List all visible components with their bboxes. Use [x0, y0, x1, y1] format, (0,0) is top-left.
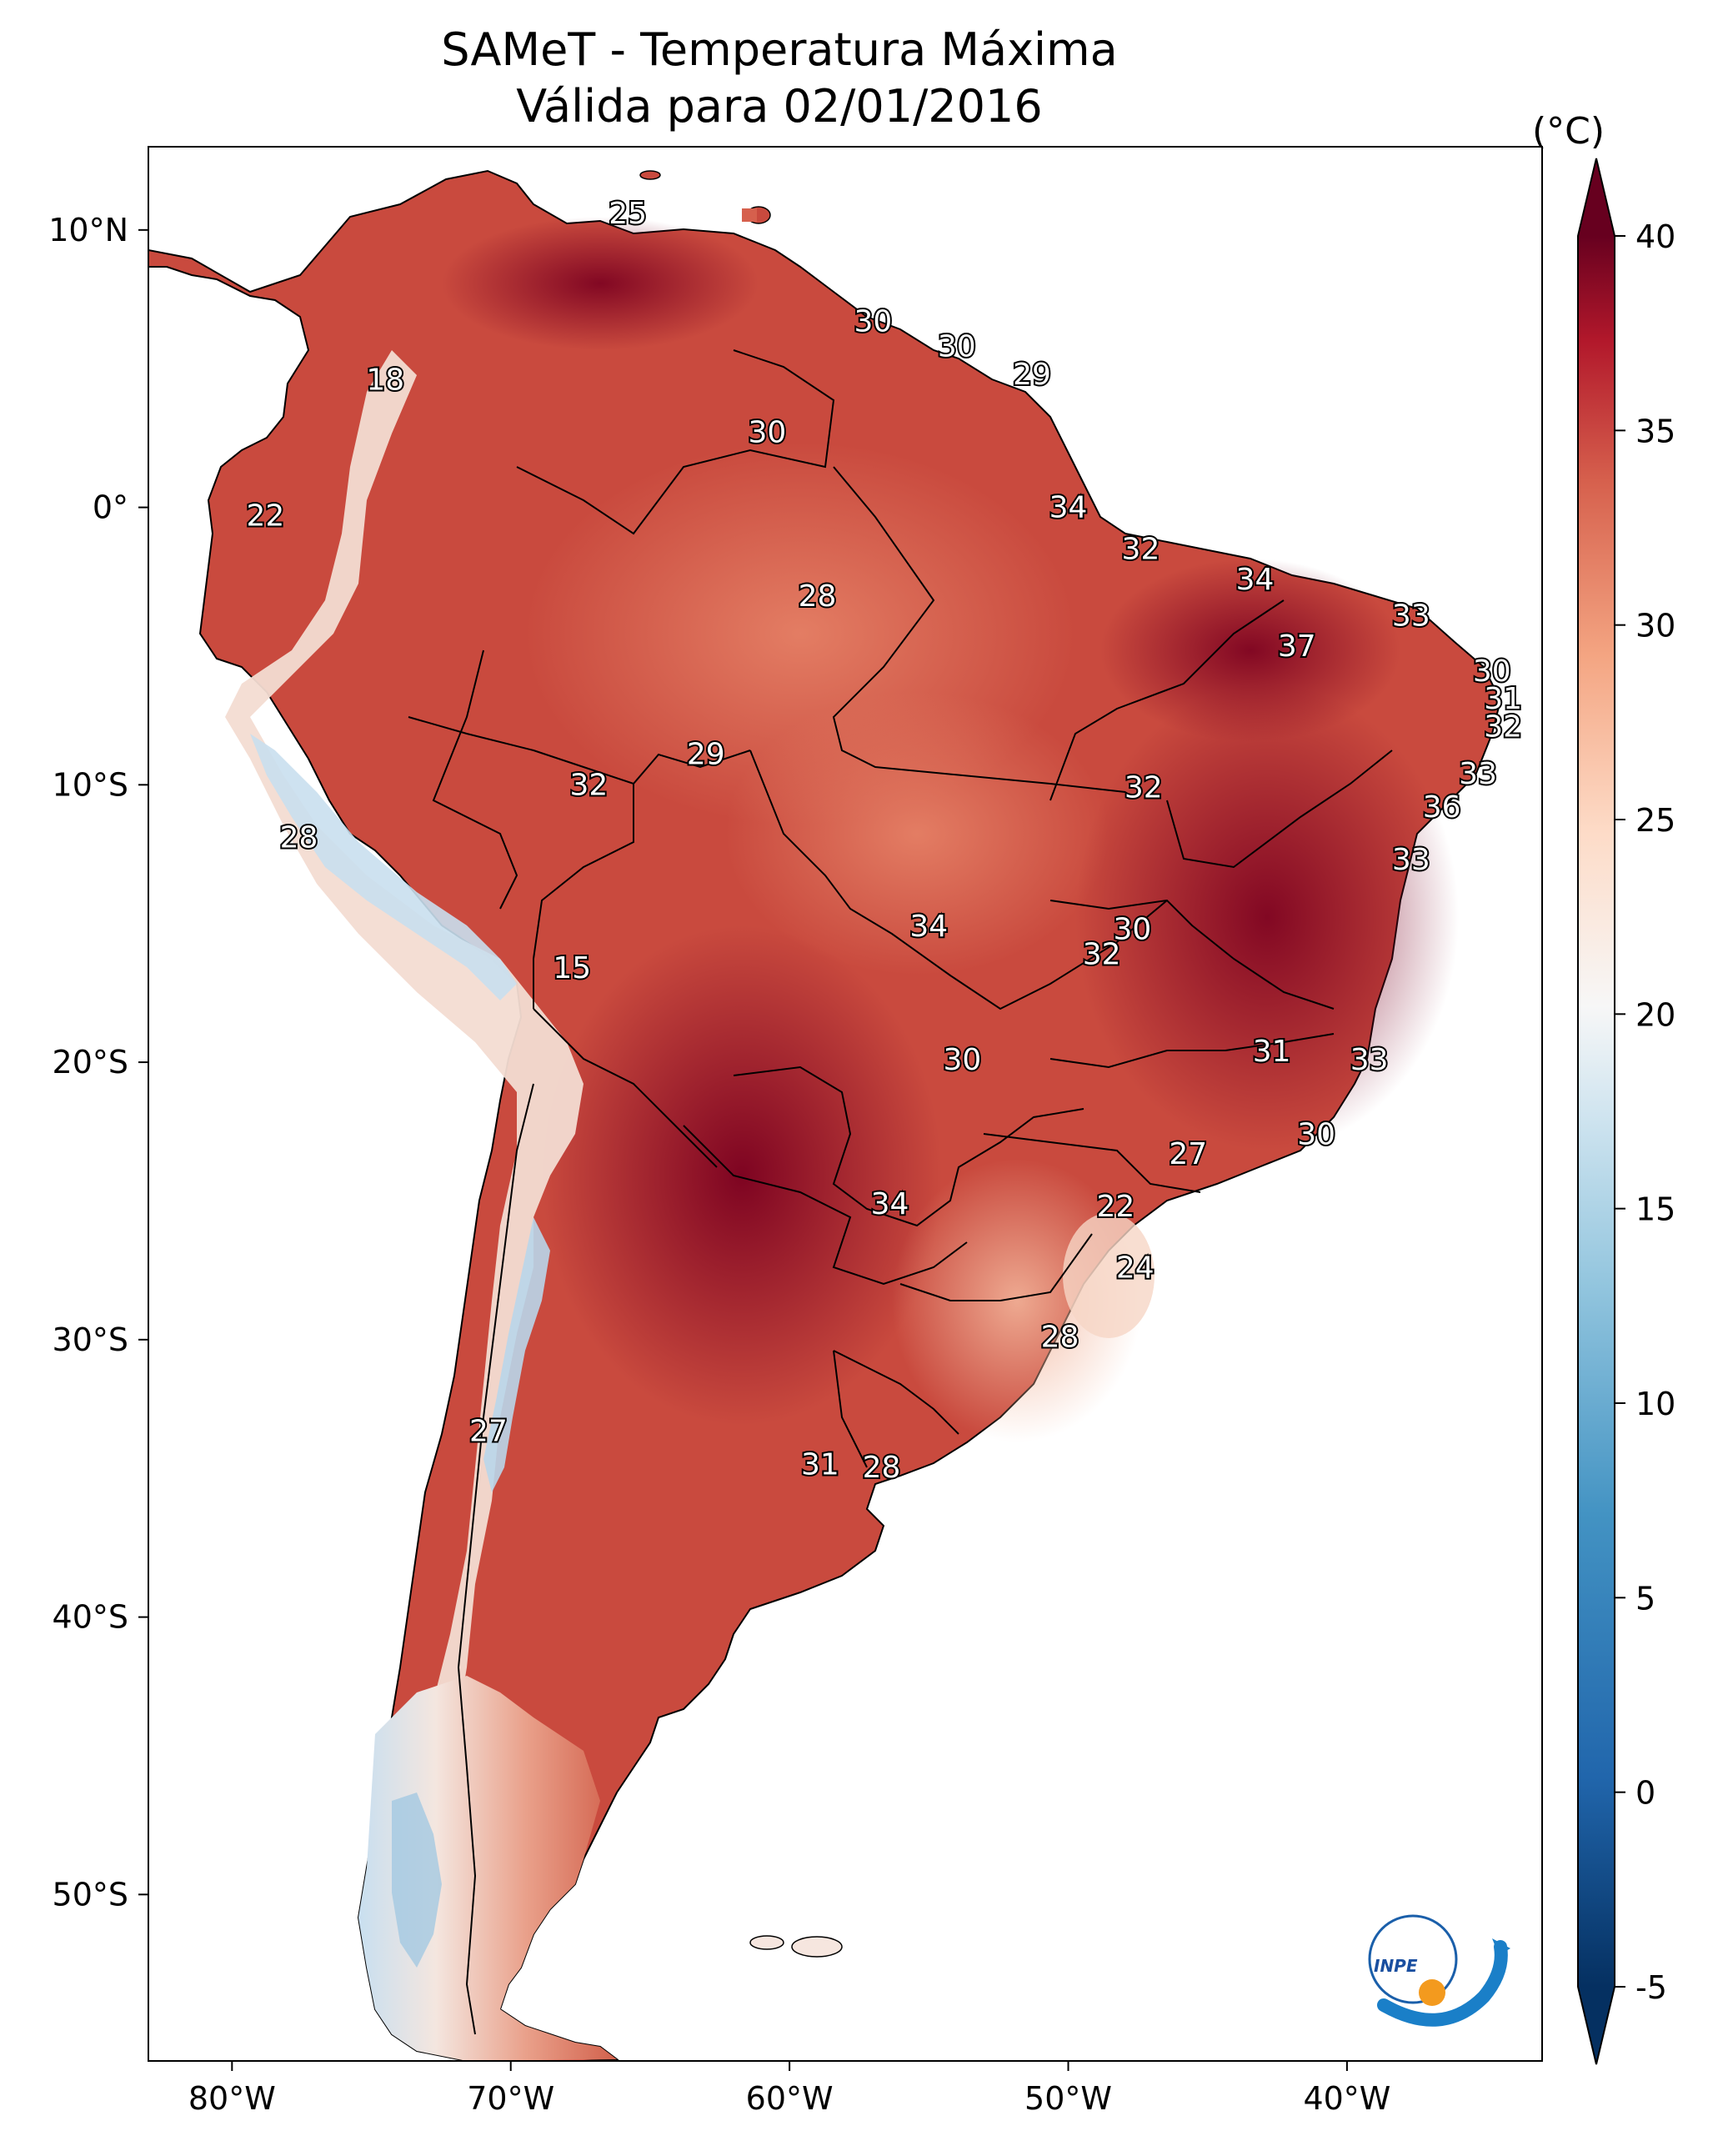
temperature-field	[148, 169, 1502, 2061]
station-value-label: 34	[871, 1187, 909, 1221]
station-value-label: 31	[1253, 1035, 1291, 1069]
northeast-hot-zone	[1075, 684, 1459, 1151]
station-value-label: 27	[469, 1415, 508, 1449]
station-value-label: 32	[569, 768, 608, 802]
andes-south-cold-band	[483, 1217, 550, 1492]
venezuela-hot-zone	[442, 217, 759, 350]
station-value-label: 30	[938, 330, 976, 364]
station-value-label: 15	[553, 951, 591, 985]
station-value-label: 33	[1392, 599, 1430, 633]
station-value-label: 34	[1236, 563, 1275, 597]
lon-tick-label: 50°W	[1024, 2080, 1112, 2117]
lon-tick-label: 80°W	[188, 2080, 276, 2117]
map-frame	[148, 146, 1543, 2062]
station-value-label: 30	[748, 416, 786, 450]
colorbar-tick-label: 15	[1635, 1191, 1675, 1228]
lat-tick-label: 50°S	[53, 1876, 128, 1913]
logo-arrow-icon	[1492, 1938, 1510, 1955]
lon-tick-label: 40°W	[1303, 2080, 1390, 2117]
station-value-label: 22	[247, 499, 285, 534]
station-value-label: 30	[1297, 1118, 1335, 1152]
mato-grosso-warm-zone	[725, 692, 1109, 975]
station-value-label: 32	[1484, 709, 1522, 744]
station-value-label: 33	[1459, 757, 1497, 791]
lat-tick-label: 40°S	[53, 1599, 128, 1636]
station-value-label: 32	[1122, 532, 1160, 566]
longitude-axis: 80°W 70°W 60°W 50°W 40°W	[188, 2061, 1390, 2117]
lat-tick-label: 10°S	[53, 766, 128, 803]
map-subtitle: Válida para 02/01/2016	[516, 80, 1043, 133]
station-value-label: 30	[944, 1043, 982, 1077]
station-value-label: 28	[799, 579, 837, 614]
andes-cold-band	[250, 734, 517, 1000]
lon-tick-label: 60°W	[746, 2080, 834, 2117]
station-value-label: 31	[801, 1448, 839, 1482]
lat-tick-label: 20°S	[53, 1044, 128, 1081]
colorbar-tick-label: 25	[1635, 802, 1675, 839]
colorbar-tick-label: 40	[1635, 218, 1675, 255]
logo-orbit-icon	[1368, 1914, 1458, 2004]
colorbar-tick-label: -5	[1635, 1969, 1667, 2006]
colorbar-tick-label: 0	[1635, 1775, 1655, 1812]
lat-tick-label: 30°S	[53, 1321, 128, 1358]
station-value-label: 18	[366, 364, 404, 398]
station-value-label: 36	[1423, 790, 1461, 825]
station-value-label: 28	[280, 821, 318, 855]
station-value-label: 34	[1049, 491, 1088, 525]
coastal-cool-zone	[1063, 1213, 1155, 1338]
colorbar-ticks: 40 35 30 25 20 15 10 5 0 -5	[1615, 218, 1675, 2006]
colorbar-tick-label: 5	[1635, 1580, 1655, 1617]
colorbar-tick-label: 30	[1635, 608, 1675, 644]
colorbar-tick-label: 35	[1635, 413, 1675, 449]
station-value-label: 29	[1013, 358, 1051, 392]
andes-cool-band	[225, 350, 584, 1717]
station-value-label: 22	[1096, 1190, 1134, 1224]
station-value-label: 37	[1278, 629, 1316, 664]
station-value-label: 32	[1083, 937, 1121, 971]
colorbar-tick-label: 10	[1635, 1386, 1675, 1422]
station-value-label: 32	[1124, 771, 1163, 805]
political-borders	[408, 349, 1393, 2035]
colorbar-max-extend	[1578, 158, 1615, 236]
logo-sun-icon	[1419, 1979, 1445, 2006]
station-value-label: 24	[1116, 1251, 1155, 1285]
station-value-label: 33	[1392, 843, 1430, 877]
inpe-logo: INPE	[1368, 1914, 1510, 2027]
colorbar-unit-label: (°C)	[1532, 110, 1605, 153]
station-value-label: 30	[1114, 912, 1152, 946]
colorbar: 40 35 30 25 20 15 10 5 0 -5	[1577, 158, 1675, 2065]
lat-tick-label: 10°N	[48, 212, 128, 248]
logo-swoosh-icon	[1377, 1940, 1508, 2027]
station-value-label: 28	[1041, 1321, 1079, 1355]
station-value-label: 34	[909, 910, 948, 944]
station-value-label: 30	[854, 305, 893, 339]
lat-tick-label: 0°	[93, 489, 128, 526]
lon-tick-label: 70°W	[467, 2080, 554, 2117]
station-value-label: 33	[1350, 1043, 1389, 1077]
logo-text: INPE	[1374, 1956, 1418, 1976]
chaco-hot-zone	[542, 925, 942, 1426]
colorbar-min-extend	[1578, 1987, 1615, 2064]
station-value-label: 25	[609, 197, 647, 231]
colorbar-tick-label: 20	[1635, 996, 1675, 1033]
station-value-label: 30	[1473, 654, 1511, 689]
station-value-label: 28	[863, 1451, 901, 1485]
patagonia-region	[358, 1676, 617, 2061]
station-value-label: 29	[687, 738, 725, 772]
colorbar-gradient	[1578, 236, 1615, 1987]
southern-andes-cold-strip	[392, 1792, 442, 1968]
station-value-label: 27	[1169, 1137, 1207, 1171]
station-value-label: 31	[1484, 682, 1522, 716]
map-title: SAMeT - Temperatura Máxima	[441, 23, 1118, 76]
latitude-axis: 10°N 0° 10°S 20°S 30°S 40°S 50°S	[48, 212, 148, 1913]
north-hot-zone	[1100, 559, 1400, 742]
coastal-islands	[639, 170, 843, 1958]
